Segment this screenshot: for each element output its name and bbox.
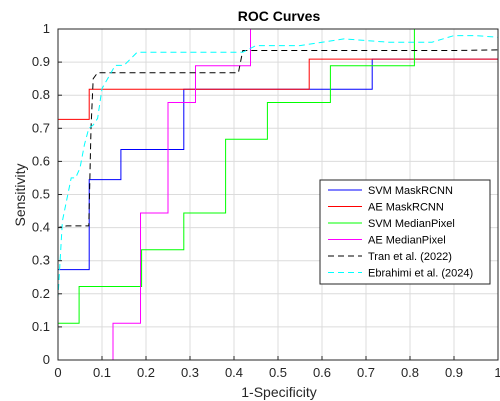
legend-label: AE MedianPixel [368, 235, 446, 247]
y-tick-label: 0.6 [32, 153, 50, 168]
y-tick-label: 0.8 [32, 87, 50, 102]
x-axis-ticks: 0 0.1 0.2 0.3 0.4 0.5 0.6 0.7 0.8 0.9 1 [54, 356, 500, 380]
y-axis-label: Sensitivity [12, 163, 28, 226]
x-tick-label: 0.7 [357, 365, 375, 380]
x-tick-label: 1 [494, 365, 500, 380]
y-tick-label: 0.4 [32, 220, 50, 235]
x-tick-label: 0.5 [269, 365, 287, 380]
legend-label: SVM MedianPixel [368, 218, 455, 230]
y-tick-label: 0.7 [32, 120, 50, 135]
legend: SVM MaskRCNN AE MaskRCNN SVM MedianPixel AE… [319, 179, 491, 285]
y-axis-ticks: 0 0.1 0.2 0.3 0.4 0.5 0.6 0.7 0.8 0.9 1 [32, 21, 62, 367]
x-tick-label: 0.2 [137, 365, 155, 380]
series-line-4 [58, 28, 498, 361]
y-tick-label: 0.3 [32, 253, 50, 268]
series-line-3 [57, 28, 498, 360]
x-tick-label: 0.4 [225, 365, 243, 380]
x-tick-label: 0.1 [93, 365, 111, 380]
x-tick-label: 0.6 [313, 365, 331, 380]
x-tick-label: 0.8 [401, 365, 419, 380]
series-layer [57, 28, 499, 361]
y-tick-label: 1 [43, 21, 50, 36]
x-tick-label: 0.3 [181, 365, 199, 380]
x-tick-label: 0.9 [445, 365, 463, 380]
x-axis-label: 1-Specificity [241, 384, 316, 400]
y-tick-label: 0.2 [32, 286, 50, 301]
chart-title: ROC Curves [238, 8, 321, 24]
y-tick-label: 0.5 [32, 187, 50, 202]
y-tick-label: 0 [43, 352, 50, 367]
x-tick-label: 0 [54, 365, 61, 380]
legend-label: SVM MaskRCNN [368, 185, 453, 197]
legend-label: Tran et al. (2022) [368, 251, 452, 263]
legend-label: Ebrahimi et al. (2024) [368, 268, 473, 280]
y-tick-label: 0.9 [32, 54, 50, 69]
legend-label: AE MaskRCNN [368, 202, 444, 214]
y-tick-label: 0.1 [32, 319, 50, 334]
legend-box [319, 179, 491, 285]
series-line-1 [57, 58, 498, 360]
series-line-2 [57, 29, 499, 360]
